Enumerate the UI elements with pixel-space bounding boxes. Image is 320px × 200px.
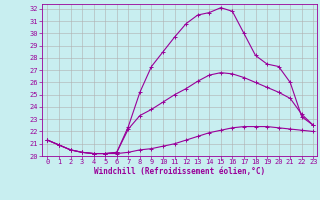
X-axis label: Windchill (Refroidissement éolien,°C): Windchill (Refroidissement éolien,°C) bbox=[94, 167, 265, 176]
